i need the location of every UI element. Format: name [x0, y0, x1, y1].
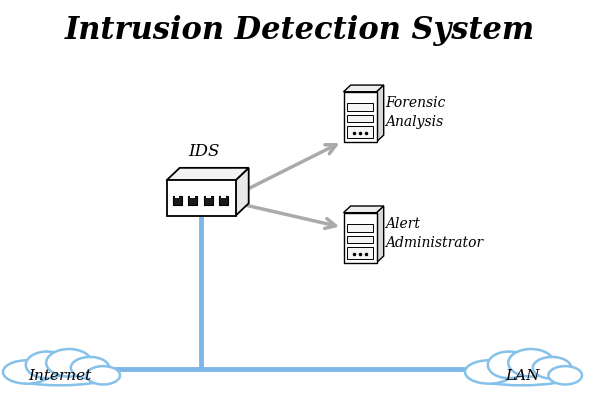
Text: Intrusion Detection System: Intrusion Detection System	[65, 15, 535, 45]
FancyBboxPatch shape	[204, 196, 213, 205]
Text: Alert
Administrator: Alert Administrator	[385, 217, 484, 250]
FancyBboxPatch shape	[190, 196, 195, 198]
FancyBboxPatch shape	[347, 224, 373, 232]
FancyBboxPatch shape	[347, 247, 373, 259]
Polygon shape	[377, 206, 384, 263]
Ellipse shape	[476, 369, 569, 385]
FancyBboxPatch shape	[347, 103, 373, 111]
FancyBboxPatch shape	[221, 196, 226, 198]
Ellipse shape	[14, 369, 107, 385]
Ellipse shape	[533, 357, 571, 379]
FancyBboxPatch shape	[347, 126, 373, 138]
Polygon shape	[235, 168, 249, 216]
Ellipse shape	[26, 352, 68, 378]
FancyBboxPatch shape	[167, 180, 235, 216]
Text: Internet: Internet	[28, 369, 92, 383]
FancyBboxPatch shape	[343, 213, 377, 263]
Polygon shape	[343, 85, 384, 92]
Text: IDS: IDS	[188, 143, 220, 161]
FancyBboxPatch shape	[220, 196, 229, 205]
FancyBboxPatch shape	[347, 236, 373, 243]
Ellipse shape	[46, 349, 92, 377]
FancyBboxPatch shape	[175, 196, 179, 198]
Ellipse shape	[3, 360, 51, 384]
FancyBboxPatch shape	[347, 115, 373, 122]
Ellipse shape	[465, 360, 513, 384]
FancyBboxPatch shape	[206, 196, 211, 198]
Ellipse shape	[508, 349, 554, 377]
Ellipse shape	[86, 366, 120, 384]
Ellipse shape	[488, 352, 530, 378]
Polygon shape	[343, 206, 384, 213]
Polygon shape	[377, 85, 384, 142]
Text: Forensic
Analysis: Forensic Analysis	[385, 96, 446, 129]
FancyBboxPatch shape	[173, 196, 182, 205]
FancyBboxPatch shape	[343, 92, 377, 142]
Ellipse shape	[548, 366, 582, 384]
FancyBboxPatch shape	[188, 196, 197, 205]
Text: LAN: LAN	[505, 369, 539, 383]
Polygon shape	[167, 168, 249, 180]
Ellipse shape	[71, 357, 109, 379]
